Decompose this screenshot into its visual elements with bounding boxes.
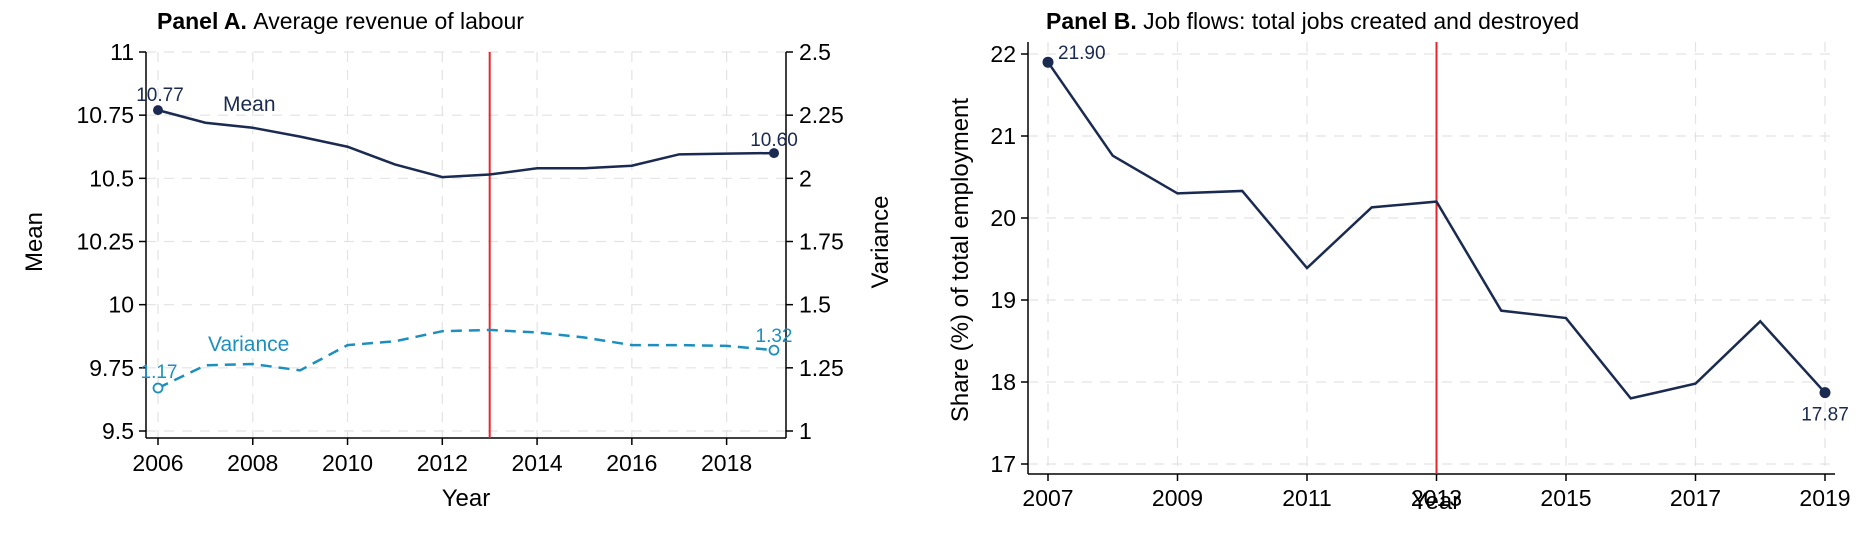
- x-tick-label: 2019: [1799, 485, 1850, 511]
- x-tick-label: 2016: [606, 450, 657, 476]
- y-tick-label-right: 1: [799, 418, 812, 444]
- x-tick-label: 2015: [1540, 485, 1591, 511]
- x-tick-label: 2011: [1282, 485, 1331, 511]
- panel-b: 17 18 19 20 21 22 2007 2009 2011 2013 2015 2017 2019…: [947, 41, 1851, 515]
- y-tick-label: 17: [990, 451, 1016, 477]
- data-point-variance-end: [768, 344, 780, 356]
- y-tick-label-right: 1.5: [799, 292, 831, 318]
- y-tick-label-left: 9.75: [89, 355, 134, 381]
- data-point-start: [1042, 56, 1054, 68]
- y-tick-label-left: 9.5: [102, 418, 134, 444]
- y-tick-label: 18: [990, 369, 1016, 395]
- panel-b-label: Panel B.: [1046, 8, 1143, 34]
- data-point-mean-start: [153, 105, 163, 116]
- x-tick-label: 2014: [511, 450, 562, 476]
- y-tick-label: 21: [990, 123, 1016, 149]
- y-tick-label-right: 2.25: [799, 102, 844, 128]
- panel-a-title-text: Average revenue of labour: [253, 8, 524, 34]
- panel-a-title: Panel A. Average revenue of labour: [157, 8, 524, 34]
- y-tick-label-right: 1.75: [799, 229, 844, 255]
- panel-a-label: Panel A.: [157, 8, 253, 34]
- y-tick-label-left: 11: [110, 39, 134, 65]
- x-axis-label: Year: [1412, 488, 1461, 515]
- x-tick-label: 2012: [417, 450, 468, 476]
- x-tick-label: 2007: [1022, 485, 1073, 511]
- y-tick-label-left: 10: [108, 292, 134, 318]
- x-tick-label: 2013: [1411, 485, 1462, 511]
- series-line-mean: [157, 108, 775, 179]
- y-tick-label-left: 10.5: [89, 165, 134, 191]
- y-tick-label: 22: [990, 41, 1016, 67]
- x-tick-label: 2018: [701, 450, 752, 476]
- x-tick-label: 2009: [1152, 485, 1203, 511]
- y-tick-label-right: 1.25: [799, 355, 844, 381]
- x-tick-label: 2010: [322, 450, 373, 476]
- data-label-end: 17.87: [1801, 405, 1849, 426]
- series-line-variance: [157, 328, 775, 390]
- series-name-mean: Mean: [223, 93, 276, 116]
- x-tick-label: 2017: [1670, 485, 1721, 511]
- y-axis-label-left: Mean: [21, 212, 48, 272]
- panel-b-title-text: Job flows: total jobs created and destro…: [1143, 8, 1579, 34]
- x-tick-label: 2006: [132, 450, 183, 476]
- y-axis-label-right: Variance: [867, 196, 894, 289]
- data-label-mean-start: 10.77: [136, 85, 184, 106]
- data-label-variance-start: 1.17: [141, 362, 178, 383]
- data-label-mean-end: 10.60: [750, 130, 798, 151]
- data-point-end: [1819, 387, 1831, 399]
- panel-a: 9.59.751010.2510.510.751111.251.51.7522.…: [21, 39, 894, 512]
- series-name-variance: Variance: [208, 333, 289, 356]
- y-tick-label-right: 2: [799, 165, 812, 191]
- y-tick-label-left: 10.25: [76, 229, 134, 255]
- x-tick-label: 2008: [227, 450, 278, 476]
- data-point-mean-end: [769, 148, 779, 159]
- series-line-job-flows: [1046, 61, 1826, 400]
- y-axis-label: Share (%) of total employment: [947, 98, 974, 422]
- data-label-start: 21.90: [1058, 43, 1106, 64]
- panel-b-title: Panel B. Job flows: total jobs created a…: [1046, 8, 1579, 34]
- x-axis-label: Year: [442, 485, 491, 512]
- y-tick-label: 19: [990, 287, 1016, 313]
- y-tick-label-left: 10.75: [76, 102, 134, 128]
- data-point-variance-start: [152, 382, 164, 394]
- y-tick-label: 20: [990, 205, 1016, 231]
- data-label-variance-end: 1.32: [756, 326, 793, 347]
- y-tick-label-right: 2.5: [799, 39, 831, 65]
